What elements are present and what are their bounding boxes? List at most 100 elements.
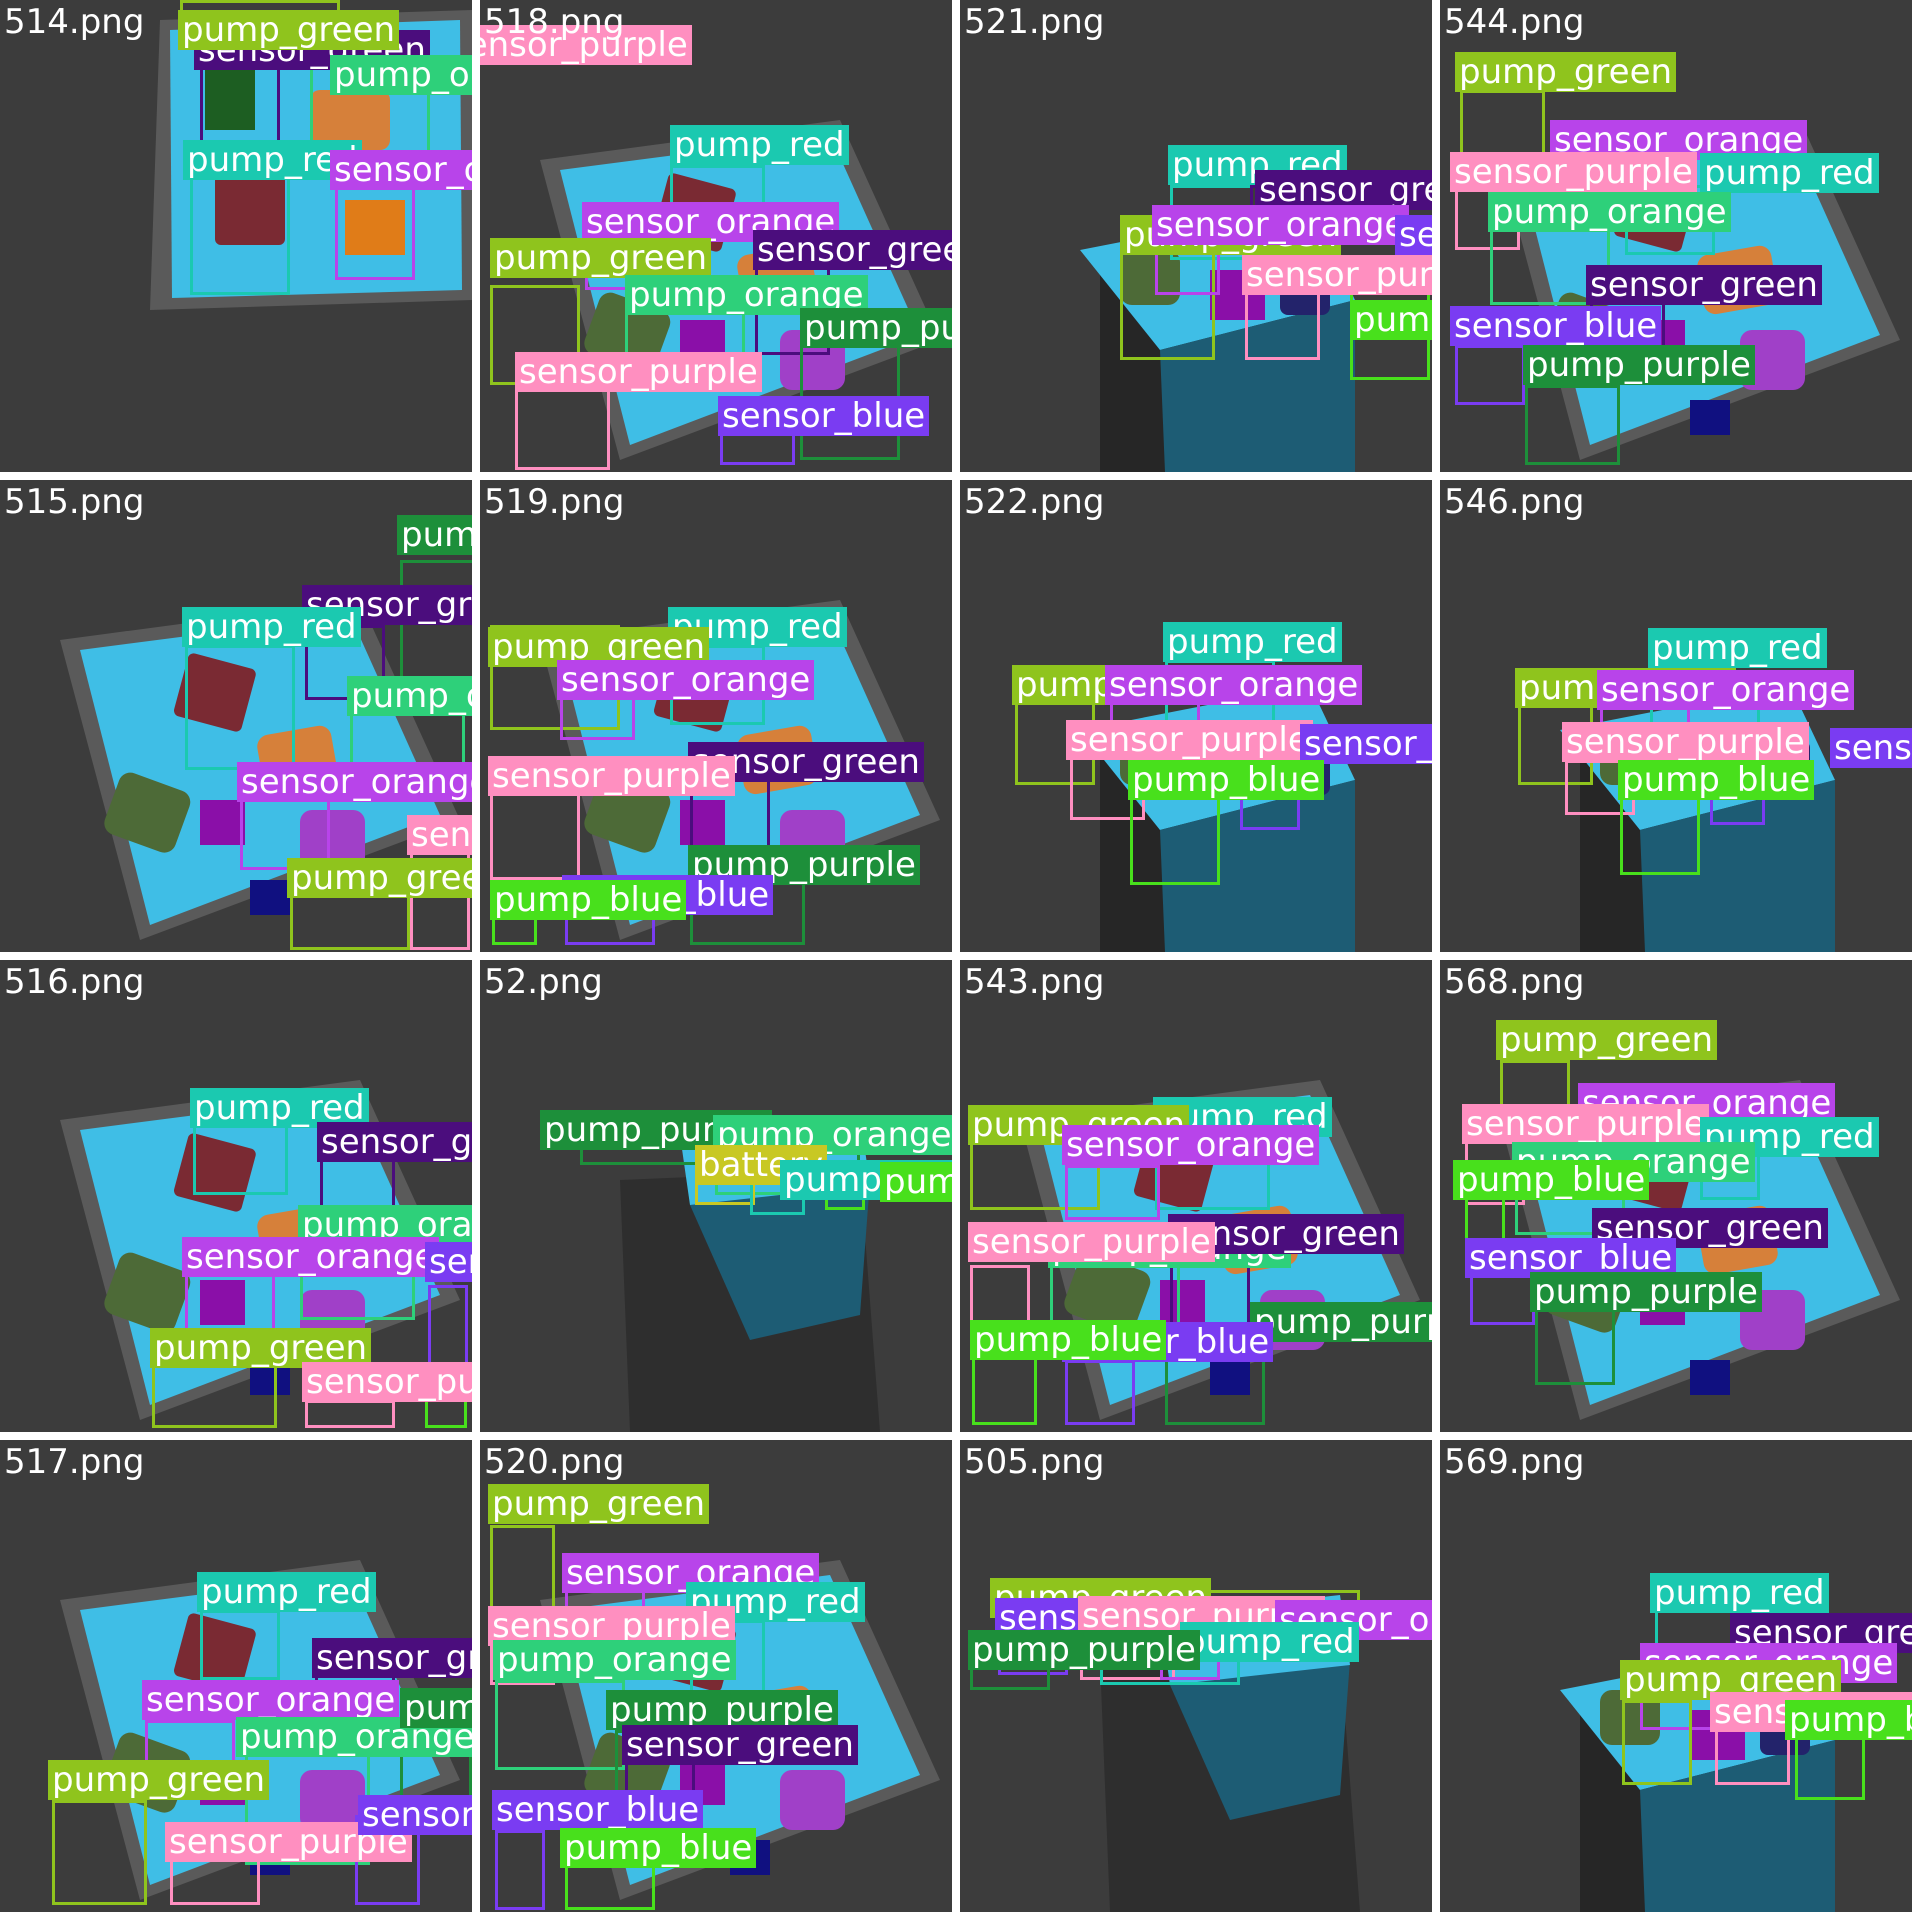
detection-box xyxy=(1065,1165,1160,1220)
grid-cell: 517.png pump_red sensor_greensensor_orange… xyxy=(0,1440,472,1912)
detection-label: pump_purple xyxy=(397,515,472,555)
detection-label: sensor_orange xyxy=(237,762,472,802)
detection-label: pump_purple xyxy=(968,1630,1200,1670)
cell-title: 517.png xyxy=(4,1442,145,1482)
detection-label: sensor_purple xyxy=(515,352,762,392)
detection-label: pump_blue xyxy=(1618,760,1815,800)
detection-label: pump_orange xyxy=(330,55,472,95)
detection-label: sensor_purple xyxy=(1562,722,1809,762)
detection-label: pump_orange xyxy=(236,1717,472,1757)
grid-cell: 518.pngsensor_purplepump_redsensor_orang… xyxy=(480,0,952,472)
cell-title: 515.png xyxy=(4,482,145,522)
detection-label: pump_green xyxy=(488,1484,710,1524)
detection-label: pump_blue xyxy=(880,1162,952,1202)
detection-label: sensor_purple xyxy=(968,1222,1215,1262)
cell-title: 518.png xyxy=(484,2,625,42)
detection-label: sensor_purple xyxy=(302,1362,472,1402)
detection-box xyxy=(1455,345,1525,405)
cell-title: 520.png xyxy=(484,1442,625,1482)
cell-title: 52.png xyxy=(484,962,603,1002)
detection-label: pump_blue xyxy=(970,1320,1167,1360)
detection-label: pump_purple xyxy=(606,1690,838,1730)
detection-label: sensor_purple xyxy=(1066,720,1313,760)
cell-title: 569.png xyxy=(1444,1442,1585,1482)
detection-label: pump_green xyxy=(1496,1020,1718,1060)
detection-label: pump_orange xyxy=(347,676,472,716)
detection-label: sensor_blue xyxy=(425,1242,472,1282)
detection-label: pump_orange xyxy=(493,1640,736,1680)
detection-label: pump_red xyxy=(1163,622,1342,662)
detection-box xyxy=(335,175,415,280)
detection-box xyxy=(495,1830,545,1910)
detection-label: sensor_orange xyxy=(557,660,815,700)
grid-cell: 543.pngpump_redpump_greensensor_orangepu… xyxy=(960,960,1432,1432)
detection-label: sensor_purple xyxy=(1242,255,1432,295)
detection-box xyxy=(1470,1270,1535,1325)
detection-label: sensor_green xyxy=(1255,170,1432,210)
detection-label: sensor_orange xyxy=(1152,205,1410,245)
detection-label: sensor_orange xyxy=(182,1237,440,1277)
detection-box xyxy=(1460,90,1545,160)
cell-title: 544.png xyxy=(1444,2,1585,42)
detection-label: sensor_purple xyxy=(407,815,472,855)
detection-box xyxy=(185,645,295,770)
grid-cell: 505.pngpump_greensensor_bluesensor_purpl… xyxy=(960,1440,1432,1912)
detection-label: sensor_green xyxy=(317,1122,472,1162)
detection-label: sensor_purple xyxy=(1450,152,1697,192)
detection-label: sensor_green xyxy=(1586,265,1822,305)
detection-box xyxy=(305,1400,395,1428)
detection-label: pump_blue xyxy=(1785,1700,1912,1740)
cell-title: 546.png xyxy=(1444,482,1585,522)
grid-cell: 522.pngpump_redpump_greensensor_orangese… xyxy=(960,480,1432,952)
cell-title: 568.png xyxy=(1444,962,1585,1002)
cell-title: 516.png xyxy=(4,962,145,1002)
detection-label: pump_red xyxy=(670,125,849,165)
detection-label: sensor_blue xyxy=(358,1795,472,1835)
grid-cell: 544.png pump_green sensor_orange sensor_pur… xyxy=(1440,0,1912,472)
detection-label: pump_green xyxy=(1455,52,1677,92)
detection-label: sensor_blue xyxy=(1300,724,1432,764)
detection-label: sensor_blue xyxy=(718,396,930,436)
detection-box xyxy=(490,1525,555,1610)
grid-cell: 521.pngpump_redsensor_greenpump_greensen… xyxy=(960,0,1432,472)
detection-label: sensor_orange xyxy=(1062,1125,1320,1165)
detection-label: sensor_blue xyxy=(492,1790,704,1830)
detection-label: pump_green xyxy=(490,238,712,278)
detection-label: pump_green xyxy=(178,10,400,50)
detection-label: sensor_orange xyxy=(142,1680,400,1720)
detection-label: pump_purple xyxy=(1250,1302,1432,1342)
detection-label: pump_purple xyxy=(1523,345,1755,385)
detection-label: pump_orange xyxy=(625,275,868,315)
detection-box xyxy=(490,790,580,880)
detection-label: pump_green xyxy=(287,858,472,898)
detection-label: sensor_orange xyxy=(330,150,472,190)
detection-label: sensor_blue xyxy=(1830,728,1912,768)
detection-label: pump_purple xyxy=(800,308,952,348)
detection-label: pump_red xyxy=(190,1088,369,1128)
detection-label: sensor_blue xyxy=(1395,215,1432,255)
detection-box xyxy=(1535,1300,1615,1385)
detection-label: pump_red xyxy=(1180,1622,1359,1662)
grid-cell: 514.pngsensor_greenpump_greenpump_orange… xyxy=(0,0,472,472)
detection-label: sensor_blue xyxy=(1450,306,1662,346)
detection-box xyxy=(170,1855,260,1905)
cell-title: 505.png xyxy=(964,1442,1105,1482)
detection-label: sensor_purple xyxy=(480,25,692,65)
grid-cell: 52.png pump_purple pump_orange battery pump_… xyxy=(480,960,952,1432)
detection-label: sensor_orange xyxy=(1105,665,1363,705)
detection-box xyxy=(1622,1700,1692,1785)
grid-cell: 569.pngpump_redsensor_greensensor_orange… xyxy=(1440,1440,1912,1912)
detection-label: pump_purple xyxy=(400,1688,472,1728)
grid-cell: 515.pngpump_purplesensor_greenpump_redpu… xyxy=(0,480,472,952)
detection-label: pump_green xyxy=(1620,1660,1842,1700)
detection-label: pump_blue xyxy=(1350,300,1432,340)
detection-label: pump_red xyxy=(1700,153,1879,193)
detection-box xyxy=(200,1610,280,1680)
detection-label: sensor_orange xyxy=(1597,670,1855,710)
detection-label: sensor_purple xyxy=(488,756,735,796)
detection-box xyxy=(972,1355,1037,1425)
cell-title: 514.png xyxy=(4,2,145,42)
detection-label: pump_purple xyxy=(1530,1272,1762,1312)
detection-label: sensor_green xyxy=(753,230,952,270)
detection-label: pump_red xyxy=(197,1572,376,1612)
